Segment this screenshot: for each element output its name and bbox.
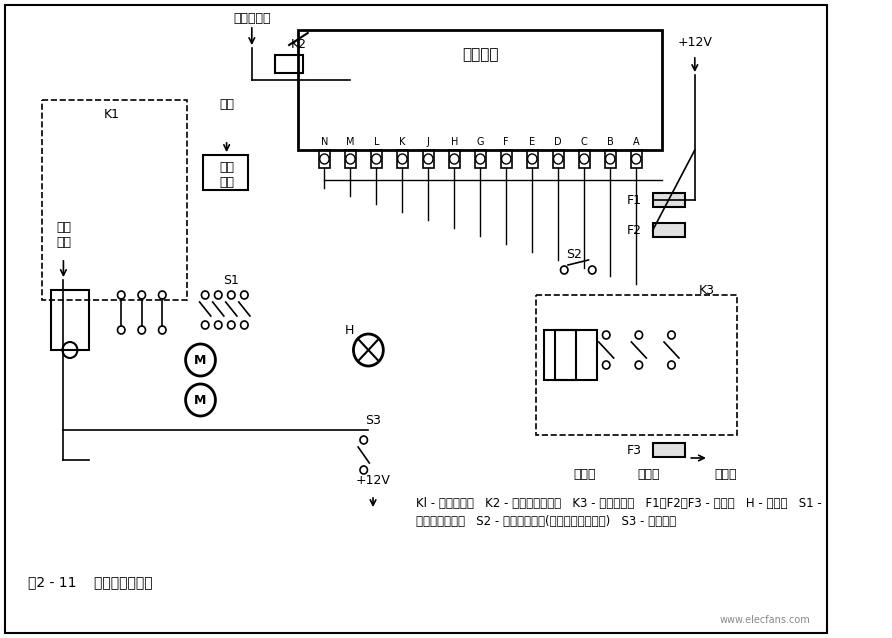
Text: 前照灯: 前照灯 bbox=[637, 468, 659, 482]
Bar bbox=[299, 30, 662, 150]
Bar bbox=[544, 330, 576, 380]
Text: A: A bbox=[632, 137, 640, 147]
Bar bbox=[605, 150, 615, 168]
Text: M: M bbox=[194, 394, 207, 406]
Bar bbox=[397, 150, 408, 168]
Text: 去驾
驶室: 去驾 驶室 bbox=[56, 221, 71, 249]
Text: M: M bbox=[194, 353, 207, 366]
Text: F2: F2 bbox=[627, 223, 641, 237]
Text: L: L bbox=[374, 137, 379, 147]
Bar bbox=[449, 150, 460, 168]
Bar bbox=[52, 290, 88, 350]
Text: S1: S1 bbox=[223, 274, 239, 286]
Bar bbox=[653, 223, 685, 237]
Text: 图2 - 11    防盗系统电路图: 图2 - 11 防盗系统电路图 bbox=[28, 575, 153, 589]
Text: B: B bbox=[607, 137, 614, 147]
Bar bbox=[500, 150, 512, 168]
Text: E: E bbox=[529, 137, 535, 147]
Text: K2: K2 bbox=[291, 38, 307, 52]
Bar bbox=[579, 150, 590, 168]
Text: H: H bbox=[345, 323, 354, 336]
Text: F1: F1 bbox=[627, 193, 641, 207]
Text: Kl - 触发继电器   K2 - 启动中断继电器   K3 - 报警继电器   F1，F2，F3 - 熔断器   H - 指示灯   S1 -: Kl - 触发继电器 K2 - 启动中断继电器 K3 - 报警继电器 F1，F2… bbox=[416, 497, 822, 510]
Text: www.elecfans.com: www.elecfans.com bbox=[719, 615, 810, 625]
Text: 电子模块: 电子模块 bbox=[462, 47, 499, 63]
Bar bbox=[42, 100, 186, 300]
Bar bbox=[275, 55, 303, 73]
Bar bbox=[631, 150, 641, 168]
Text: K: K bbox=[400, 137, 406, 147]
Text: M: M bbox=[346, 137, 355, 147]
Bar bbox=[526, 150, 538, 168]
Text: 去点火开关: 去点火开关 bbox=[233, 11, 270, 24]
Bar bbox=[423, 150, 434, 168]
Bar bbox=[475, 150, 486, 168]
Text: D: D bbox=[555, 137, 562, 147]
Text: N: N bbox=[321, 137, 328, 147]
Text: 点火
模块: 点火 模块 bbox=[219, 161, 234, 189]
Bar bbox=[345, 150, 356, 168]
Text: K3: K3 bbox=[699, 283, 714, 297]
Bar bbox=[555, 330, 597, 380]
Bar bbox=[536, 295, 737, 435]
Bar bbox=[203, 155, 248, 190]
Text: H: H bbox=[450, 137, 458, 147]
Bar bbox=[653, 443, 685, 457]
Text: J: J bbox=[427, 137, 430, 147]
Text: S3: S3 bbox=[365, 413, 381, 426]
Text: 扬声器: 扬声器 bbox=[574, 468, 596, 482]
Bar bbox=[371, 150, 382, 168]
Text: +12V: +12V bbox=[356, 473, 391, 487]
Text: C: C bbox=[581, 137, 588, 147]
Text: K1: K1 bbox=[103, 108, 120, 121]
Text: F3: F3 bbox=[627, 443, 641, 457]
Bar bbox=[553, 150, 564, 168]
Text: 去外灯: 去外灯 bbox=[714, 468, 737, 482]
Text: S2: S2 bbox=[566, 248, 582, 262]
Bar bbox=[653, 193, 685, 207]
Text: 附件: 附件 bbox=[219, 98, 234, 112]
Text: 门锁电动机开关   S2 - 后行李箱开关(当锁筒拉出时闭合)   S3 - 门锁开关: 门锁电动机开关 S2 - 后行李箱开关(当锁筒拉出时闭合) S3 - 门锁开关 bbox=[416, 515, 676, 528]
Text: +12V: +12V bbox=[677, 36, 712, 48]
Bar bbox=[318, 150, 330, 168]
Text: F: F bbox=[503, 137, 509, 147]
Text: G: G bbox=[476, 137, 484, 147]
